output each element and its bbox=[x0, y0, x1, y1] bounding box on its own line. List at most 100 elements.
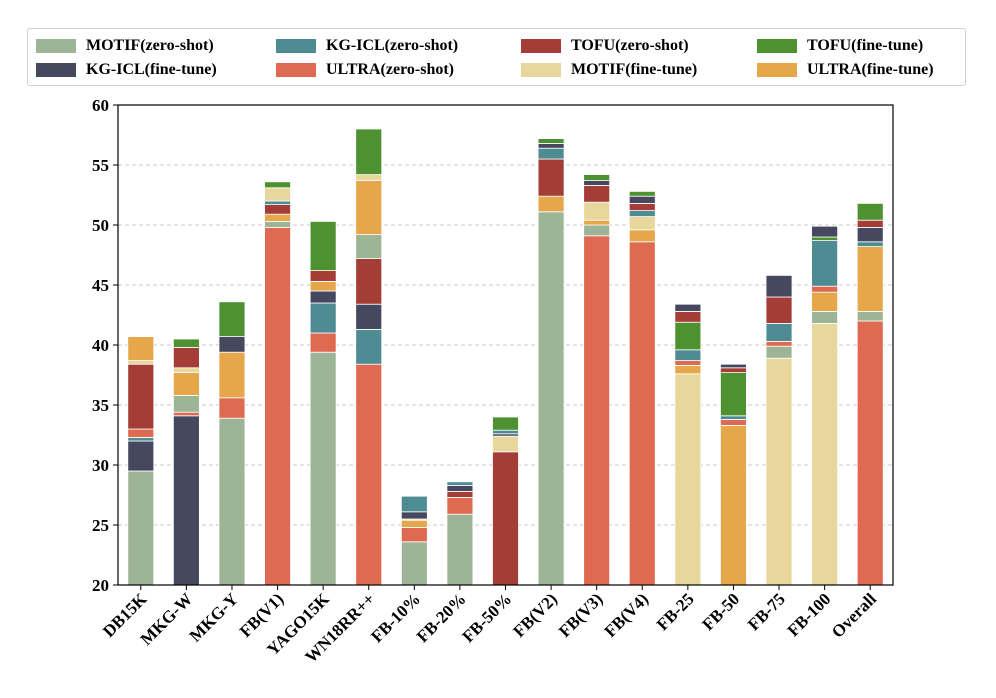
y-tick-label: 20 bbox=[92, 576, 109, 595]
bar-segment-kg-icl-fine-tune bbox=[309, 290, 337, 304]
bar-segment-kg-icl-zero-shot bbox=[492, 429, 519, 435]
bar-segment-motif-fine-tune bbox=[264, 187, 291, 202]
y-axis: 20 25 30 35 40 45 50 55 60 bbox=[92, 96, 118, 595]
bar-segment-kg-icl-fine-tune bbox=[856, 226, 884, 243]
bar-segment-motif-fine-tune bbox=[811, 322, 839, 586]
bar-segment-motif-fine-tune bbox=[127, 360, 155, 365]
bar-segment-motif-zero-shot bbox=[446, 513, 474, 586]
bar-segment-ultra-fine-tune bbox=[720, 424, 747, 586]
bar-segment-ultra-fine-tune bbox=[309, 280, 337, 292]
bar-segment-motif-fine-tune bbox=[172, 367, 200, 373]
y-tick-label: 55 bbox=[92, 156, 109, 175]
bars bbox=[127, 128, 884, 586]
bar-segment-motif-fine-tune bbox=[628, 216, 656, 231]
y-tick-label: 60 bbox=[92, 96, 109, 115]
bar-segment-tofu-fine-tune bbox=[264, 181, 291, 189]
legend-entry-tofu-fine-tune: TOFU(fine-tune) bbox=[757, 37, 923, 55]
legend-label: TOFU(zero-shot) bbox=[571, 37, 689, 54]
legend-swatch bbox=[276, 39, 316, 53]
bar-segment-tofu-fine-tune bbox=[583, 174, 611, 182]
bar-segment-motif-fine-tune bbox=[765, 357, 793, 586]
bar-segment-tofu-fine-tune bbox=[172, 338, 200, 348]
x-tick-label: FB-25 bbox=[653, 589, 698, 634]
bar-segment-ultra-fine-tune bbox=[628, 229, 656, 243]
legend-swatch bbox=[521, 63, 561, 77]
bar-segment-kg-icl-zero-shot bbox=[811, 240, 839, 287]
y-tick-label: 40 bbox=[92, 336, 109, 355]
bar-segment-tofu-zero-shot bbox=[355, 258, 383, 305]
bar-segment-motif-zero-shot bbox=[355, 234, 383, 260]
bar-segment-motif-fine-tune bbox=[583, 201, 611, 221]
x-tick-label: FB-50% bbox=[458, 589, 515, 646]
bar-segment-kg-icl-zero-shot bbox=[446, 481, 474, 486]
bar-segment-tofu-zero-shot bbox=[127, 363, 155, 430]
legend-label: MOTIF(fine-tune) bbox=[571, 61, 698, 78]
bar-segment-motif-fine-tune bbox=[355, 174, 383, 182]
x-tick-label: FB-20% bbox=[413, 589, 470, 646]
bar-segment-ultra-zero-shot bbox=[309, 332, 337, 353]
bar-segment-tofu-fine-tune bbox=[811, 236, 839, 241]
legend-label: KG-ICL(fine-tune) bbox=[86, 61, 217, 78]
bar-segment-tofu-zero-shot bbox=[446, 490, 474, 498]
bar-segment-ultra-zero-shot bbox=[720, 418, 747, 426]
bar-segment-motif-fine-tune bbox=[674, 373, 702, 586]
bar-segment-kg-icl-zero-shot bbox=[355, 328, 383, 365]
bar-segment-ultra-zero-shot bbox=[172, 411, 200, 417]
bar-segment-ultra-fine-tune bbox=[127, 336, 155, 362]
x-tick-label: FB-10% bbox=[367, 589, 424, 646]
bar-segment-ultra-zero-shot bbox=[355, 363, 383, 586]
bar-segment-ultra-zero-shot bbox=[218, 397, 246, 419]
x-axis: DB15KMKG-WMKG-YFB(V1)YAGO15KWN18RR++FB-1… bbox=[99, 585, 880, 667]
bar-segment-ultra-fine-tune bbox=[264, 213, 291, 222]
bar-segment-motif-zero-shot bbox=[537, 211, 565, 586]
bar-segment-kg-icl-fine-tune bbox=[127, 440, 155, 472]
bar-segment-kg-icl-zero-shot bbox=[309, 302, 337, 334]
bar-segment-tofu-zero-shot bbox=[674, 310, 702, 323]
bar-segment-kg-icl-zero-shot bbox=[720, 415, 747, 420]
bar-segment-motif-zero-shot bbox=[765, 345, 793, 359]
bar-segment-motif-fine-tune bbox=[492, 435, 519, 453]
bar-segment-kg-icl-zero-shot bbox=[400, 495, 428, 513]
legend-swatch bbox=[36, 39, 76, 53]
bar-segment-kg-icl-fine-tune bbox=[172, 415, 200, 586]
bar-segment-kg-icl-fine-tune bbox=[218, 336, 246, 353]
bar-segment-ultra-fine-tune bbox=[583, 219, 611, 226]
gridlines bbox=[118, 164, 893, 526]
bar-segment-kg-icl-fine-tune bbox=[355, 303, 383, 330]
legend-label: MOTIF(zero-shot) bbox=[86, 37, 214, 54]
bar-segment-ultra-zero-shot bbox=[674, 360, 702, 366]
legend-label: ULTRA(fine-tune) bbox=[807, 61, 934, 78]
bar-segment-kg-icl-fine-tune bbox=[720, 363, 747, 369]
bar-segment-tofu-zero-shot bbox=[856, 219, 884, 228]
bar-segment-kg-icl-fine-tune bbox=[400, 511, 428, 520]
bar-segment-motif-zero-shot bbox=[309, 351, 337, 586]
x-tick-label: FB-75 bbox=[744, 589, 789, 634]
legend-swatch bbox=[521, 39, 561, 53]
bar-segment-tofu-fine-tune bbox=[355, 128, 383, 175]
x-tick-label: FB-100 bbox=[784, 589, 835, 640]
bar-segment-tofu-zero-shot bbox=[309, 270, 337, 282]
legend-entry-ultra-fine-tune: ULTRA(fine-tune) bbox=[757, 61, 934, 79]
bar-segment-ultra-zero-shot bbox=[583, 235, 611, 586]
bar-segment-tofu-fine-tune bbox=[628, 190, 656, 197]
bar-segment-ultra-zero-shot bbox=[127, 428, 155, 438]
bar-segment-tofu-fine-tune bbox=[720, 372, 747, 417]
bar-segment-kg-icl-zero-shot bbox=[856, 241, 884, 248]
bar-segment-ultra-zero-shot bbox=[446, 496, 474, 515]
bar-segment-motif-zero-shot bbox=[218, 417, 246, 586]
bar-segment-ultra-fine-tune bbox=[537, 195, 565, 213]
legend-label: ULTRA(zero-shot) bbox=[326, 61, 454, 78]
bar-segment-ultra-zero-shot bbox=[811, 285, 839, 293]
y-tick-label: 50 bbox=[92, 216, 109, 235]
bar-segment-motif-zero-shot bbox=[172, 394, 200, 413]
legend-entry-motif-fine-tune: MOTIF(fine-tune) bbox=[521, 61, 697, 79]
bar-segment-kg-icl-zero-shot bbox=[674, 349, 702, 361]
y-tick-label: 45 bbox=[92, 276, 109, 295]
x-tick-label: FB-50 bbox=[698, 589, 743, 634]
bar-segment-motif-zero-shot bbox=[811, 310, 839, 324]
bar-segment-tofu-zero-shot bbox=[492, 451, 519, 586]
bar-segment-kg-icl-zero-shot bbox=[628, 210, 656, 218]
legend: MOTIF(zero-shot) KG-ICL(zero-shot) TOFU(… bbox=[27, 28, 966, 86]
bar-segment-tofu-fine-tune bbox=[537, 138, 565, 144]
